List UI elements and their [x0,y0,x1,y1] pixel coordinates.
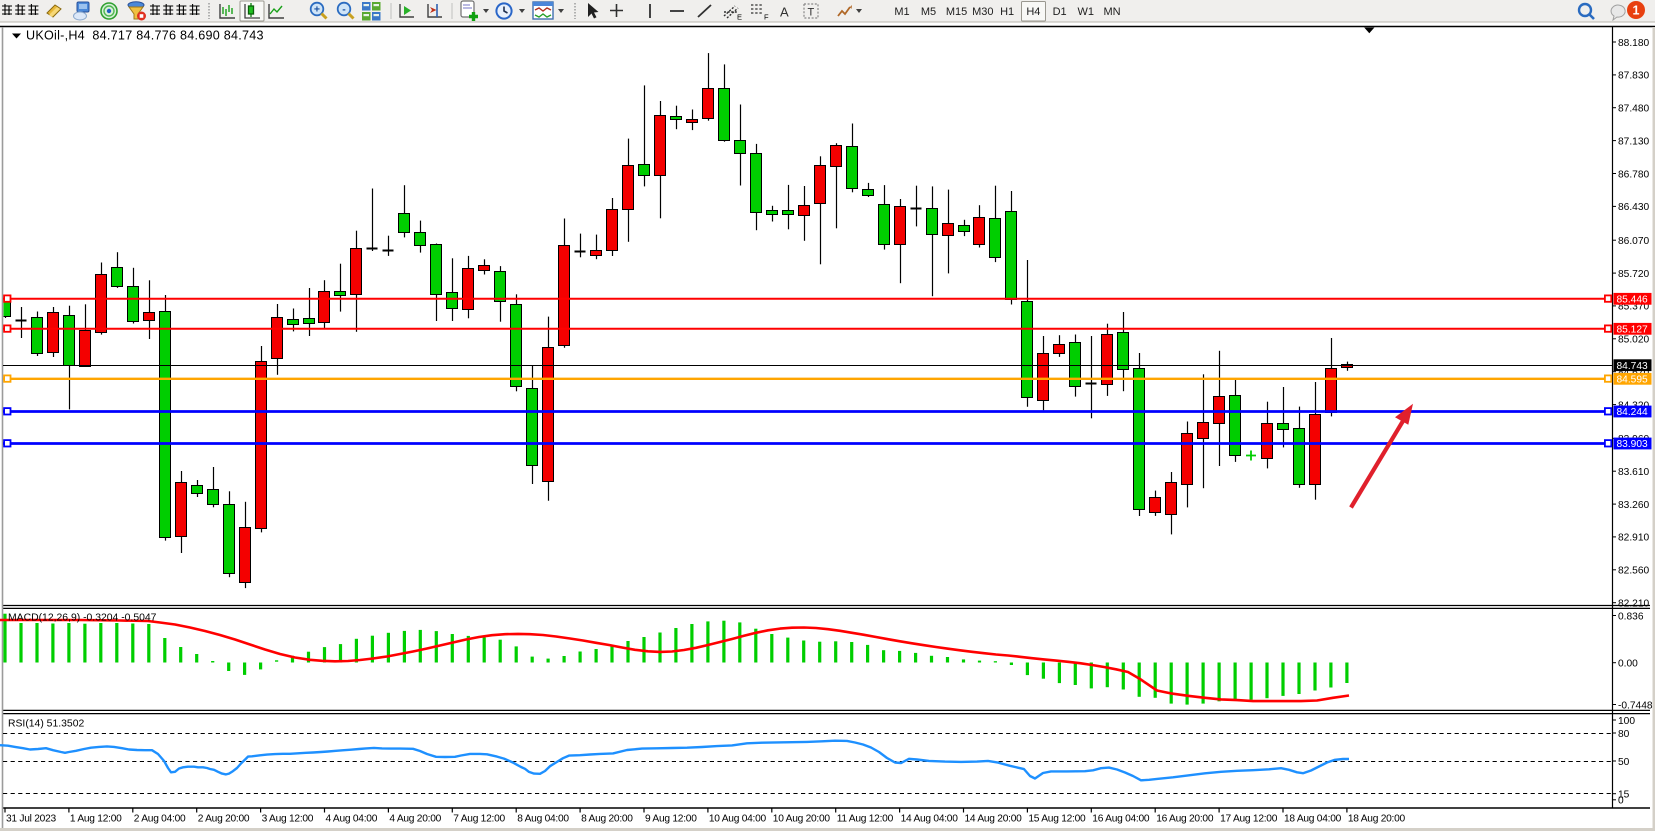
svg-text:UKOil-,H4 84.717 84.776 84.69: UKOil-,H4 84.717 84.776 84.690 84.743 [26,29,264,43]
svg-text:A: A [780,5,789,20]
svg-text:RSI(14) 51.3502: RSI(14) 51.3502 [8,719,84,730]
svg-text:0.00: 0.00 [1618,659,1638,670]
svg-text:-: - [342,4,346,16]
svg-text:100: 100 [1618,716,1635,727]
svg-text:14 Aug 04:00: 14 Aug 04:00 [901,814,959,825]
svg-text:83.260: 83.260 [1618,500,1649,511]
svg-text:86.780: 86.780 [1618,169,1649,180]
svg-text:84.743: 84.743 [1617,361,1648,372]
svg-text:85.127: 85.127 [1617,325,1648,336]
svg-text:+: + [314,4,320,16]
svg-text:86.430: 86.430 [1618,202,1649,213]
svg-text:15: 15 [1618,790,1630,801]
svg-text:16 Aug 20:00: 16 Aug 20:00 [1156,814,1214,825]
svg-text:H4: H4 [1026,6,1040,18]
svg-text:17 Aug 12:00: 17 Aug 12:00 [1220,814,1278,825]
svg-text:2 Aug 04:00: 2 Aug 04:00 [134,814,186,825]
svg-text:H1: H1 [1000,6,1014,18]
svg-text:88.180: 88.180 [1618,38,1649,49]
svg-text:82.910: 82.910 [1618,533,1649,544]
svg-text:85.020: 85.020 [1618,335,1649,346]
svg-text:D1: D1 [1053,6,1067,18]
svg-text:1: 1 [1633,4,1640,18]
svg-text:11 Aug 12:00: 11 Aug 12:00 [837,814,894,825]
svg-text:87.130: 87.130 [1618,136,1649,147]
svg-text:MACD(12,26,9) -0.3204 -0.5047: MACD(12,26,9) -0.3204 -0.5047 [8,613,157,624]
svg-text:M15: M15 [946,6,967,18]
svg-text:M5: M5 [921,6,936,18]
svg-text:82.560: 82.560 [1618,566,1649,577]
svg-text:84.244: 84.244 [1617,407,1648,418]
svg-text:50: 50 [1618,757,1630,768]
svg-text:F: F [764,13,769,22]
svg-text:15 Aug 12:00: 15 Aug 12:00 [1028,814,1086,825]
svg-text:3 Aug 12:00: 3 Aug 12:00 [262,814,314,825]
svg-text:0.836: 0.836 [1618,611,1644,622]
svg-text:84.595: 84.595 [1617,375,1648,386]
svg-text:1 Aug 12:00: 1 Aug 12:00 [70,814,122,825]
svg-text:-0.7448: -0.7448 [1618,700,1653,711]
svg-text:M30: M30 [972,6,993,18]
svg-text:4 Aug 20:00: 4 Aug 20:00 [389,814,441,825]
svg-text:85.370: 85.370 [1618,302,1649,313]
svg-text:10 Aug 20:00: 10 Aug 20:00 [773,814,831,825]
svg-text:4 Aug 04:00: 4 Aug 04:00 [326,814,378,825]
svg-text:83.903: 83.903 [1617,439,1648,450]
svg-text:31 Jul 2023: 31 Jul 2023 [6,814,57,825]
svg-text:8 Aug 20:00: 8 Aug 20:00 [581,814,633,825]
svg-text:16 Aug 04:00: 16 Aug 04:00 [1092,814,1150,825]
svg-text:18 Aug 04:00: 18 Aug 04:00 [1284,814,1342,825]
svg-text:MN: MN [1103,6,1120,18]
svg-text:W1: W1 [1078,6,1095,18]
svg-text:E: E [737,13,742,22]
svg-text:14 Aug 20:00: 14 Aug 20:00 [965,814,1023,825]
svg-text:T: T [808,7,815,19]
svg-text:8 Aug 04:00: 8 Aug 04:00 [517,814,569,825]
svg-text:83.610: 83.610 [1618,467,1649,478]
svg-text:0: 0 [1618,796,1624,807]
svg-text:7 Aug 12:00: 7 Aug 12:00 [453,814,505,825]
svg-text:85.446: 85.446 [1617,295,1648,306]
svg-text:9 Aug 12:00: 9 Aug 12:00 [645,814,697,825]
svg-text:86.070: 86.070 [1618,236,1649,247]
svg-text:2 Aug 20:00: 2 Aug 20:00 [198,814,250,825]
svg-text:18 Aug 20:00: 18 Aug 20:00 [1348,814,1406,825]
svg-text:82.210: 82.210 [1618,599,1649,610]
svg-text:87.480: 87.480 [1618,104,1649,115]
svg-text:80: 80 [1618,729,1630,740]
svg-text:10 Aug 04:00: 10 Aug 04:00 [709,814,767,825]
svg-text:87.830: 87.830 [1618,71,1649,82]
svg-text:M1: M1 [894,6,909,18]
svg-text:85.720: 85.720 [1618,269,1649,280]
